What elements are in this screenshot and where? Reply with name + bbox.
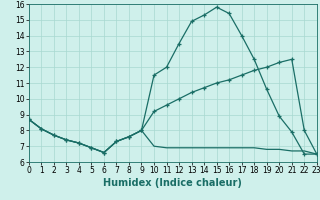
X-axis label: Humidex (Indice chaleur): Humidex (Indice chaleur) [103, 178, 242, 188]
